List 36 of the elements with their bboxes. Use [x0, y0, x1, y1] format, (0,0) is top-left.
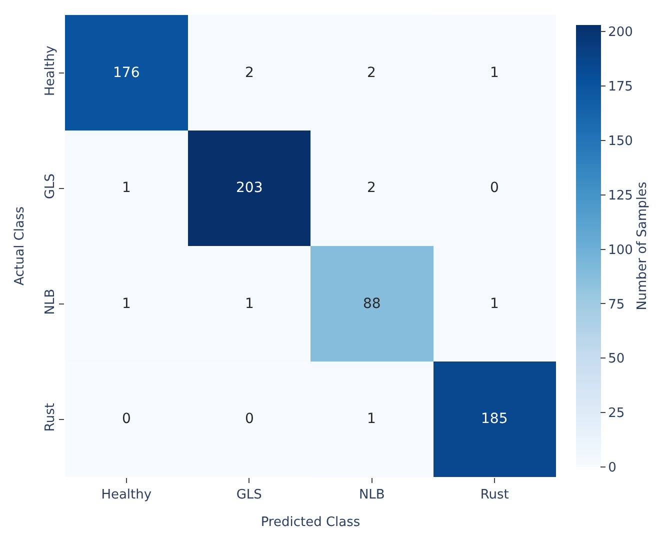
x-tick-label: NLB: [358, 488, 385, 503]
data-label: 1: [245, 296, 254, 312]
x-tick-label: Rust: [480, 488, 509, 503]
y-tick-label: Healthy: [42, 45, 58, 96]
data-label: 2: [367, 180, 376, 196]
data-label: 0: [122, 411, 131, 427]
color-bar-label: 150: [608, 134, 633, 149]
data-label: 1: [122, 180, 131, 196]
data-label: 203: [236, 180, 263, 196]
y-tick-label: Rust: [42, 403, 58, 432]
y-axis-title: Actual Class: [12, 206, 28, 286]
color-bar-label: 0: [608, 460, 616, 476]
y-tick-label: GLS: [42, 174, 58, 200]
data-label: 1: [490, 65, 499, 81]
color-bar-label: 50: [608, 352, 625, 367]
data-label: 1: [490, 296, 499, 312]
data-label: 2: [367, 65, 376, 81]
color-bar-label: 25: [608, 406, 625, 422]
data-label: 1: [367, 411, 376, 427]
color-bar-label: 100: [608, 242, 633, 258]
y-tick-label: NLB: [42, 288, 58, 315]
data-label: 176: [113, 65, 140, 81]
data-label: 2: [245, 65, 254, 81]
data-label: 1: [122, 296, 131, 312]
color-bar-label: 200: [608, 25, 633, 40]
data-label: 88: [363, 296, 381, 312]
x-axis-title: Predicted Class: [260, 515, 360, 530]
color-bar-label: 175: [608, 80, 633, 95]
data-label: 0: [490, 180, 499, 196]
color-bar-label: 75: [608, 297, 625, 312]
color-bar-label: 125: [608, 188, 633, 204]
data-label: 185: [481, 411, 508, 427]
color-bar-title: Number of Samples: [634, 182, 650, 310]
x-tick-label: GLS: [236, 488, 262, 503]
x-tick-label: Healthy: [101, 488, 152, 503]
data-label: 0: [245, 411, 254, 427]
